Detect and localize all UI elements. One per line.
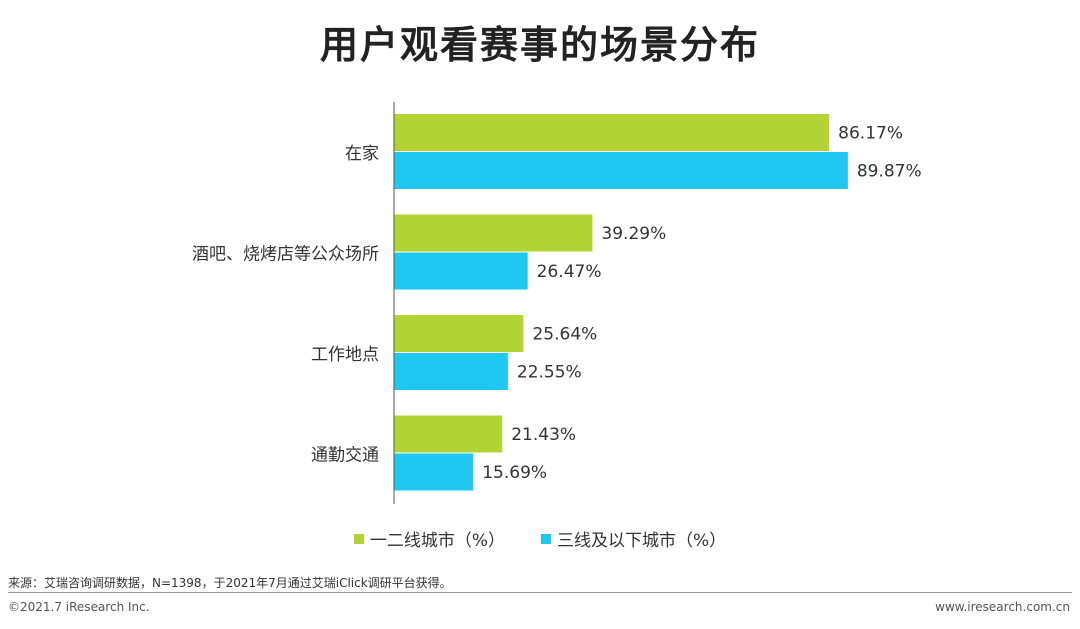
website-link[interactable]: www.iresearch.com.cn — [935, 600, 1070, 614]
category-label: 酒吧、烧烤店等公众场所 — [192, 245, 379, 265]
chart-title: 用户观看赛事的场景分布 — [319, 23, 760, 67]
legend-label-series-1: 一二线城市（%） — [369, 531, 505, 551]
source-note: 来源：艾瑞咨询调研数据，N=1398，于2021年7月通过艾瑞iClick调研平… — [8, 576, 452, 590]
data-label: 26.47% — [537, 262, 602, 282]
data-label: 89.87% — [857, 162, 922, 182]
data-label: 39.29% — [601, 224, 666, 244]
data-label: 86.17% — [838, 124, 903, 144]
bar-series-1 — [394, 315, 524, 352]
category-label: 在家 — [345, 144, 379, 164]
data-label: 21.43% — [511, 425, 576, 445]
bar-series-2 — [394, 252, 528, 290]
legend-swatch-series-2 — [541, 533, 551, 544]
legend-label-series-2: 三线及以下城市（%） — [557, 531, 727, 551]
data-label: 25.64% — [532, 325, 597, 345]
bar-series-2 — [394, 152, 848, 189]
bar-series-2 — [394, 453, 474, 491]
bar-series-1 — [394, 214, 593, 252]
data-label: 15.69% — [482, 463, 547, 483]
category-label: 通勤交通 — [311, 446, 379, 466]
category-label: 工作地点 — [311, 345, 379, 365]
bar-series-2 — [394, 353, 508, 390]
data-label: 22.55% — [517, 363, 582, 383]
legend-swatch-series-1 — [353, 533, 364, 544]
bar-series-1 — [394, 415, 503, 453]
bar-series-1 — [394, 114, 830, 151]
copyright-text: ©2021.7 iResearch Inc. — [8, 600, 150, 614]
legend-item-series-1: 一二线城市（%） — [353, 526, 505, 551]
chart-legend: 一二线城市（%） 三线及以下城市（%） — [0, 526, 1080, 551]
legend-item-series-2: 三线及以下城市（%） — [541, 526, 726, 551]
footer-divider — [8, 592, 1072, 593]
